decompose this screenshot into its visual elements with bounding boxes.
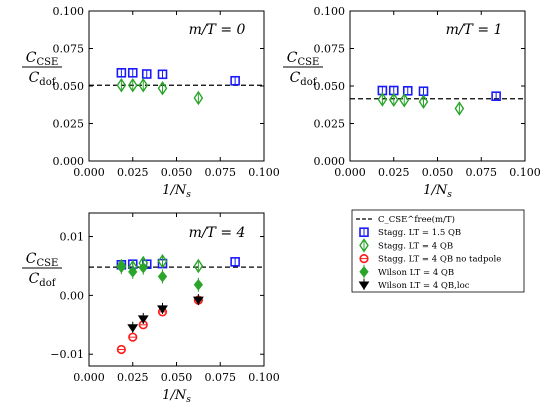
wilsonloc-point: [358, 279, 370, 290]
y-tick-label: −0.01: [50, 348, 84, 361]
stagg4-point: [193, 258, 204, 274]
y-label-denominator: Cdof: [29, 70, 57, 88]
y-tick-label: 0.050: [53, 80, 85, 93]
wilson-point: [128, 264, 138, 279]
stagg15-point: [402, 86, 413, 96]
stagg15-point: [157, 69, 168, 80]
x-axis-label: 1/Ns: [423, 183, 452, 200]
legend-label: Wilson LT = 4 QB,loc: [378, 281, 470, 291]
y-tick-label: 0.000: [53, 155, 85, 168]
stagg4-point: [454, 101, 465, 116]
stagg4-point: [193, 90, 204, 106]
wilson-point: [359, 264, 369, 279]
stagg15-point: [418, 86, 429, 97]
x-tick-label: 0.050: [161, 166, 193, 179]
x-tick-label: 0.075: [466, 166, 498, 179]
x-tick-label: 0.000: [73, 371, 105, 384]
stagg4-point: [138, 77, 149, 93]
stagg15-point: [141, 69, 152, 79]
stagg15-point: [230, 257, 240, 267]
legend-entry-wilson: Wilson LT = 4 QB: [359, 264, 454, 279]
x-tick-label: 0.050: [422, 166, 454, 179]
y-label-denominator: Cdof: [290, 70, 318, 88]
legend-entry-wilsonloc: Wilson LT = 4 QB,loc: [358, 279, 470, 291]
legend-label: Wilson LT = 4 QB: [378, 268, 454, 278]
panel-title: m/T = 1: [446, 22, 503, 38]
panel-title: m/T = 4: [189, 225, 246, 241]
stagg4-point: [127, 77, 138, 93]
x-tick-label: 0.000: [334, 166, 366, 179]
stagg4-point: [157, 80, 168, 96]
stagg15-point: [491, 91, 501, 101]
x-tick-label: 0.075: [205, 166, 237, 179]
stagg4-point: [359, 238, 369, 253]
legend-label: C_CSE^free(m/T): [378, 214, 455, 225]
y-tick-label: 0.075: [314, 43, 346, 56]
wilson-point: [116, 260, 127, 275]
y-tick-label: 0.000: [314, 155, 346, 168]
y-label-denominator: Cdof: [29, 271, 57, 289]
x-tick-label: 0.000: [73, 166, 105, 179]
x-tick-label: 0.025: [117, 371, 149, 384]
stagg4-point: [116, 77, 127, 93]
y-tick-label: 0.100: [314, 5, 346, 18]
stagg4-point: [377, 92, 388, 107]
notad-point: [128, 332, 138, 342]
wilsonloc-point: [137, 312, 149, 324]
x-tick-label: 0.100: [509, 166, 541, 179]
x-tick-label: 0.050: [161, 371, 193, 384]
chart-panel-2: 0.000 0.025 0.050 0.075 0.100 0.000 0.025 0.050…: [283, 5, 541, 200]
y-axis-label: CCSE Cdof: [22, 251, 62, 289]
x-axis-label: 1/Ns: [162, 183, 191, 200]
stagg4-point: [399, 92, 410, 108]
legend: C_CSE^free(m/T) Stagg. LT = 1.5 QB Stagg. …: [351, 209, 525, 293]
stagg15-point: [127, 68, 138, 78]
legend-label: Stagg. LT = 4 QB: [378, 241, 453, 251]
y-label-numerator: CCSE: [26, 251, 59, 269]
x-tick-label: 0.100: [248, 371, 280, 384]
y-tick-label: 0.075: [53, 43, 85, 56]
stagg4-point: [388, 92, 399, 108]
legend-label: Stagg. LT = 1.5 QB: [378, 228, 461, 238]
legend-entry-stagg15: Stagg. LT = 1.5 QB: [359, 227, 461, 238]
y-tick-label: 0.025: [53, 118, 85, 131]
y-tick-label: 0.01: [60, 231, 85, 244]
notad-point: [359, 254, 369, 264]
legend-entry-stagg4: Stagg. LT = 4 QB: [359, 238, 453, 253]
wilson-point: [157, 269, 168, 284]
stagg15-point: [230, 75, 240, 86]
x-tick-label: 0.025: [117, 166, 149, 179]
legend-label: Stagg. LT = 4 QB no tadpole: [378, 255, 501, 265]
stagg15-point: [116, 68, 127, 78]
panel-title: m/T = 0: [189, 22, 246, 38]
notad-point: [116, 344, 126, 355]
x-axis-label: 1/Ns: [162, 388, 191, 405]
chart-panel-1: 0.000 0.025 0.050 0.075 0.100 0.000 0.025 0.050…: [22, 5, 280, 200]
y-tick-label: 0.025: [314, 118, 346, 131]
legend-box: [351, 209, 525, 293]
wilson-point: [138, 260, 148, 275]
x-tick-label: 0.100: [248, 166, 280, 179]
wilsonloc-point: [127, 321, 139, 333]
legend-entry-notad: Stagg. LT = 4 QB no tadpole: [359, 254, 501, 265]
chart-panel-3: 0.000 0.025 0.050 0.075 0.100 −0.01 0.00 0.01 m/…: [22, 212, 280, 405]
x-tick-label: 0.075: [205, 371, 237, 384]
x-tick-label: 0.025: [378, 166, 410, 179]
wilsonloc-point: [157, 302, 168, 314]
y-tick-label: 0.100: [53, 5, 85, 18]
wilsonloc-point: [192, 294, 204, 306]
wilson-point: [193, 277, 204, 292]
stagg4-point: [418, 94, 429, 110]
y-tick-label: 0.050: [314, 80, 346, 93]
y-tick-label: 0.00: [60, 289, 85, 302]
stagg15-point: [359, 227, 369, 237]
legend-entry-dashed: C_CSE^free(m/T): [356, 214, 455, 225]
stagg4-point: [157, 253, 168, 269]
